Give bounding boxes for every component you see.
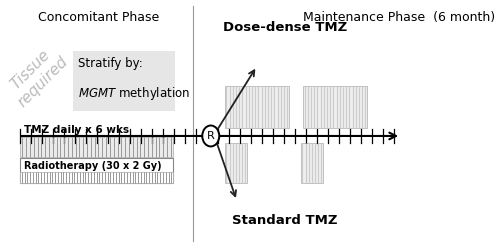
Text: Concomitant Phase: Concomitant Phase xyxy=(38,11,159,24)
Text: Radiotherapy (30 x 2 Gy): Radiotherapy (30 x 2 Gy) xyxy=(24,161,162,171)
Bar xyxy=(225,143,247,183)
Text: Maintenance Phase  (6 month): Maintenance Phase (6 month) xyxy=(303,11,495,24)
Bar xyxy=(303,86,367,129)
FancyBboxPatch shape xyxy=(72,51,174,111)
Text: Stratify by:: Stratify by: xyxy=(78,57,142,71)
Ellipse shape xyxy=(202,125,219,146)
Text: TMZ daily x 6 wks: TMZ daily x 6 wks xyxy=(24,125,130,135)
Text: Dose-dense TMZ: Dose-dense TMZ xyxy=(223,21,347,34)
Bar xyxy=(20,159,172,183)
Bar xyxy=(301,143,323,183)
Text: $\it{MGMT}$ methylation: $\it{MGMT}$ methylation xyxy=(78,85,190,102)
Bar xyxy=(20,137,172,157)
Bar xyxy=(20,172,172,183)
Text: Standard TMZ: Standard TMZ xyxy=(232,214,338,228)
Text: R: R xyxy=(207,131,214,141)
Text: Tissue
required: Tissue required xyxy=(2,42,70,110)
Bar xyxy=(225,86,289,129)
